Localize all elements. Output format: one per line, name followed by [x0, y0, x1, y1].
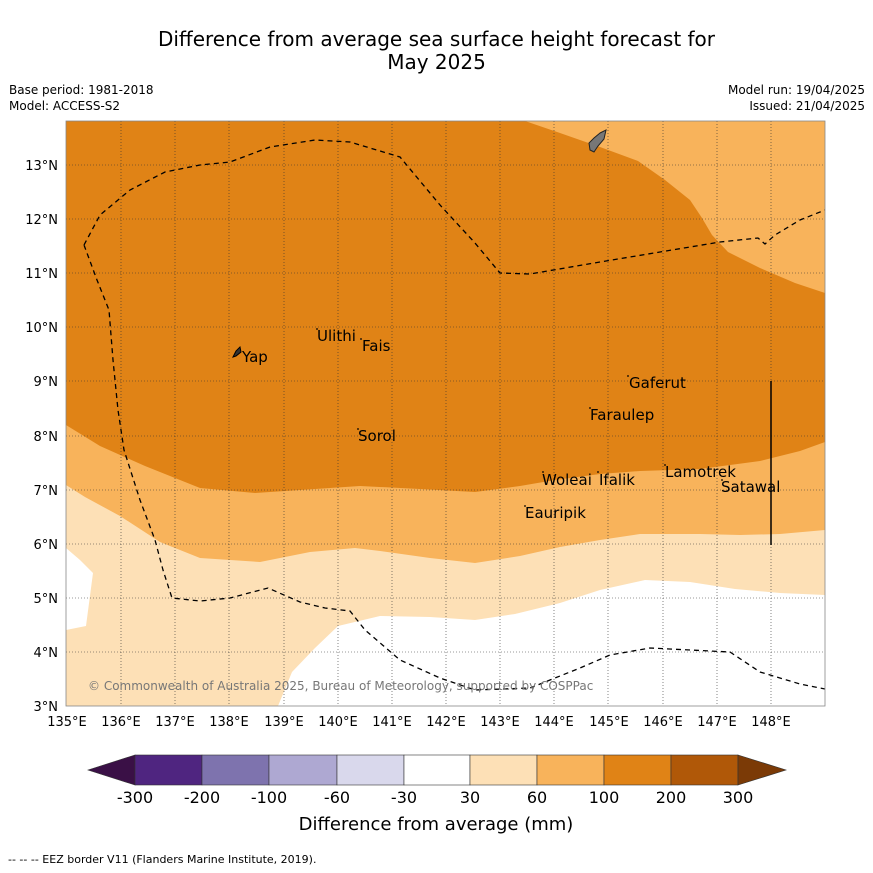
lat-label: 8°N [34, 430, 59, 445]
colorbar-extend-high [737, 754, 788, 786]
lat-label: 13°N [25, 159, 58, 174]
graticule [66, 121, 825, 706]
lat-label: 12°N [25, 213, 58, 228]
lon-axis: 135°E 136°E 137°E 138°E 139°E 140°E 141°… [47, 715, 791, 730]
lat-label: 11°N [25, 267, 58, 282]
colorbar-label: Difference from average (mm) [299, 814, 574, 835]
lat-label: 5°N [34, 592, 59, 607]
guam-island [588, 129, 607, 153]
colorbar-segment [268, 754, 338, 786]
colorbar-segment [403, 754, 471, 786]
model-name: Model: ACCESS-S2 [9, 99, 121, 113]
lon-label: 143°E [480, 715, 520, 730]
lon-label: 142°E [426, 715, 466, 730]
place-label-faraulep: Faraulep [590, 406, 654, 424]
colorbar-tick: -300 [117, 788, 153, 807]
lat-axis: 13°N 12°N 11°N 10°N 9°N 8°N 7°N 6°N 5°N … [25, 159, 58, 715]
colorbar-segment [336, 754, 405, 786]
place-label-woleai: Woleai [542, 471, 592, 489]
place-label-gaferut: Gaferut [629, 374, 686, 392]
lon-label: 145°E [589, 715, 629, 730]
base-period: Base period: 1981-2018 [9, 83, 154, 97]
colorbar-segment [670, 754, 739, 786]
issued-date: Issued: 21/04/2025 [749, 99, 865, 113]
lon-label: 147°E [697, 715, 737, 730]
lon-label: 138°E [209, 715, 249, 730]
lon-label: 144°E [534, 715, 574, 730]
place-label-eauripik: Eauripik [525, 504, 586, 522]
copyright-text: © Commonwealth of Australia 2025, Bureau… [88, 679, 593, 693]
colorbar-tick: -100 [251, 788, 287, 807]
map-frame [65, 120, 826, 707]
place-label-satawal: Satawal [721, 478, 780, 496]
colorbar-tick: -200 [184, 788, 220, 807]
lon-label: 141°E [372, 715, 412, 730]
place-label-ulithi: Ulithi [317, 327, 356, 345]
chart-title: Difference from average sea surface heig… [0, 28, 873, 74]
meta-right: Model run: 19/04/2025 Issued: 21/04/2025 [728, 82, 865, 114]
lon-label: 139°E [264, 715, 304, 730]
title-line-1: Difference from average sea surface heig… [157, 27, 716, 51]
colorbar-segment [201, 754, 270, 786]
colorbar-tick: 100 [589, 788, 620, 807]
colorbar-segment [134, 754, 203, 786]
title-line-2: May 2025 [387, 50, 486, 74]
place-label-lamotrek: Lamotrek [665, 463, 736, 481]
colorbar-segment [536, 754, 605, 786]
place-label-ifalik: Ifalik [599, 471, 635, 489]
lat-label: 4°N [34, 646, 59, 661]
lon-label: 140°E [318, 715, 358, 730]
yap-island [232, 345, 242, 358]
eez-footnote: -- -- -- EEZ border V11 (Flanders Marine… [8, 853, 317, 866]
colorbar-tick: 200 [656, 788, 687, 807]
colorbar-tick: -60 [324, 788, 350, 807]
place-labels: Yap Ulithi Fais Gaferut Faraulep Sorol L… [241, 327, 780, 522]
colorbar-tick: 60 [527, 788, 547, 807]
colorbar-tick: -30 [391, 788, 417, 807]
lon-label: 137°E [155, 715, 195, 730]
colorbar-extend-low [87, 754, 136, 786]
colorbar [87, 754, 788, 786]
model-run: Model run: 19/04/2025 [727, 83, 865, 97]
place-label-yap: Yap [241, 348, 268, 366]
island-dots [316, 328, 723, 507]
lat-label: 9°N [34, 375, 59, 390]
colorbar-segment [603, 754, 672, 786]
map-area: Yap Ulithi Fais Gaferut Faraulep Sorol L… [66, 121, 825, 706]
band-100-200 [66, 121, 825, 493]
lon-label: 135°E [47, 715, 87, 730]
colorbar-ticks: -300 -200 -100 -60 -30 30 60 100 200 300 [117, 788, 753, 807]
meta-left: Base period: 1981-2018 Model: ACCESS-S2 [9, 82, 154, 114]
place-label-fais: Fais [362, 337, 391, 355]
colorbar-tick: 30 [460, 788, 480, 807]
colorbar-segment [469, 754, 538, 786]
colorbar-tick: 300 [723, 788, 754, 807]
lat-label: 10°N [25, 321, 58, 336]
lon-label: 148°E [751, 715, 791, 730]
lat-label: 3°N [34, 700, 59, 715]
lon-label: 146°E [643, 715, 683, 730]
place-label-sorol: Sorol [358, 427, 396, 445]
lon-label: 136°E [101, 715, 141, 730]
lat-label: 7°N [34, 484, 59, 499]
lat-label: 6°N [34, 538, 59, 553]
eez-border [83, 139, 825, 691]
